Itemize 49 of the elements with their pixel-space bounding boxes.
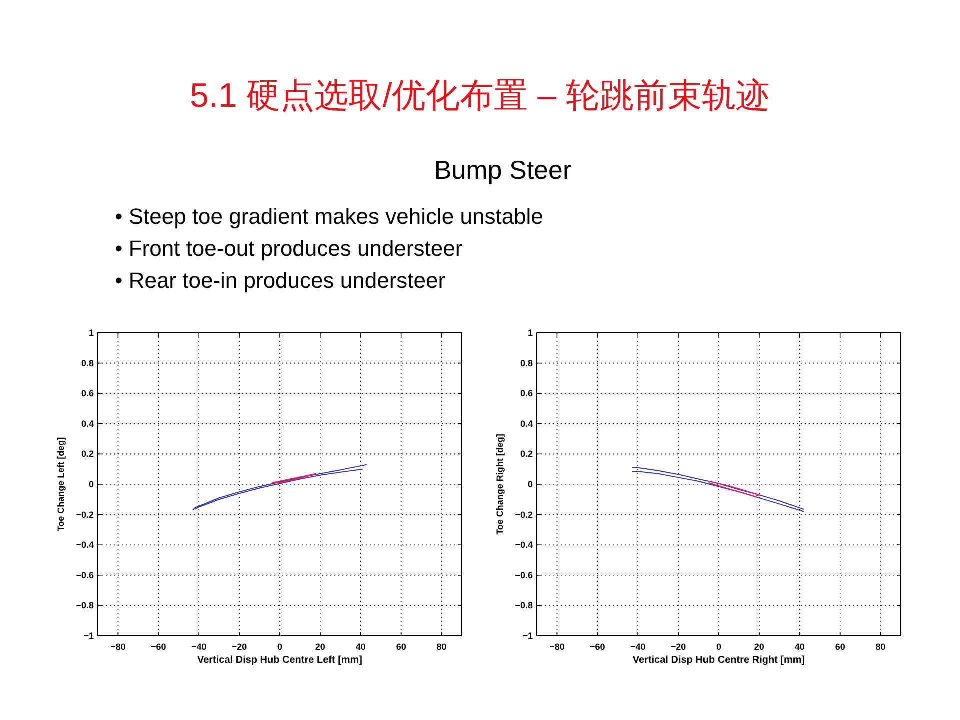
x-tick-label: −20 [232,642,248,652]
x-tick-label: −80 [110,642,126,652]
y-tick-label: −1 [522,631,533,641]
y-tick-label: 0.4 [520,418,533,429]
x-tick-label: 60 [835,642,846,652]
x-tick-label: 60 [396,642,406,652]
x-tick-label: 20 [754,642,764,652]
y-tick-label: 0.2 [81,449,94,460]
x-tick-label: −20 [670,642,686,652]
y-tick-label: −1 [84,631,94,641]
y-tick-label: 1 [528,328,533,338]
x-tick-label: 0 [277,642,283,652]
y-tick-label: −0.6 [515,570,533,580]
y-tick-label: 0 [88,480,94,490]
y-tick-label: −0.8 [515,600,533,611]
y-tick-label: −0.2 [515,510,533,520]
x-axis-title: Vertical Disp Hub Centre Left [mm] [197,655,363,666]
x-tick-label: −40 [630,642,646,652]
y-tick-label: −0.2 [76,510,94,520]
y-tick-label: −0.8 [76,600,94,611]
y-tick-label: 0.6 [81,388,94,399]
y-tick-label: −0.6 [76,570,94,580]
y-axis-title: Toe Change Left [deg] [56,437,66,532]
x-tick-label: −60 [151,642,166,652]
y-tick-label: 0.4 [81,418,94,429]
y-tick-label: 0 [528,480,533,490]
x-axis-title: Vertical Disp Hub Centre Right [mm] [632,655,806,666]
chart-title: 5.1 硬点选取/优化布置 – 轮跳前束轨迹 [190,77,770,115]
x-tick-label: 20 [315,642,326,652]
x-tick-label: 40 [356,642,366,652]
x-tick-label: 80 [876,642,886,652]
x-tick-label: 80 [436,642,447,652]
y-axis-title: Toe Change Right [deg] [495,434,505,535]
y-tick-label: 0.6 [520,388,533,399]
y-tick-label: −0.4 [515,540,533,550]
chart-subtitle: Bump Steer [434,155,572,185]
x-tick-label: 40 [794,642,805,652]
y-tick-label: −0.4 [76,540,94,550]
y-tick-label: 1 [88,328,94,338]
text: • Steep toe gradient makes vehicle unstable [115,204,544,229]
x-tick-label: −60 [590,642,606,652]
x-tick-label: −40 [191,642,207,652]
x-tick-label: 0 [716,642,722,652]
y-tick-label: 0.8 [520,358,533,368]
y-tick-label: 0.8 [81,358,94,368]
x-tick-label: −80 [550,642,565,652]
text: • Rear toe-in produces understeer [115,268,446,293]
text: • Front toe-out produces understeer [115,236,463,261]
y-tick-label: 0.2 [520,449,533,460]
